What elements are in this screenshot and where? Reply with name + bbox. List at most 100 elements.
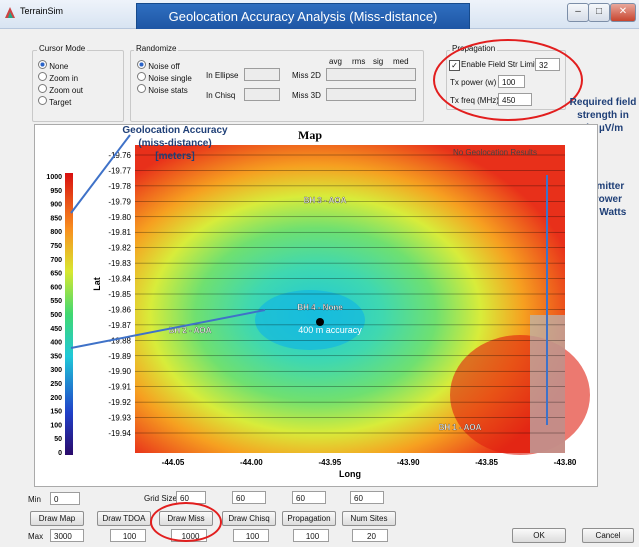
noise-off-radio[interactable]: Noise off: [137, 60, 180, 71]
lat-tick-label: -19.84: [108, 275, 131, 284]
lat-tick-label: -19.80: [108, 213, 131, 222]
cursor-target-radio[interactable]: Target: [38, 96, 71, 107]
draw-tdoa-button[interactable]: Draw TDOA: [97, 511, 151, 526]
miss-3d-label: Miss 3D: [292, 91, 321, 100]
stat-rms-header: rms: [352, 57, 366, 66]
min-input[interactable]: 0: [50, 492, 80, 505]
colorbar-tick-label: 650: [50, 271, 62, 278]
min-label: Min: [28, 495, 41, 504]
map-title: Map: [298, 128, 322, 142]
colorbar-tick-label: 400: [50, 340, 62, 347]
callout-line: strength in: [577, 110, 629, 121]
propagation-value[interactable]: 100: [293, 529, 329, 542]
colorbar-tick-label: 50: [54, 436, 62, 443]
emitter-power-callout: Emitter Power in Watts: [575, 180, 639, 219]
callout-line: Required field: [569, 97, 637, 108]
long-tick-label: -43.90: [397, 458, 420, 467]
radio-dot-icon: [38, 72, 47, 81]
callout-line: (miss-distance): [138, 138, 212, 149]
noise-stats-label: Noise stats: [148, 86, 188, 95]
cursor-target-label: Target: [49, 98, 72, 107]
app-icon: [4, 5, 16, 19]
maximize-button[interactable]: □: [588, 3, 610, 22]
propagation-highlight-ring: [433, 39, 583, 121]
radio-dot-icon: [38, 84, 47, 93]
lat-tick-label: -19.88: [108, 336, 131, 345]
callout-line: Emitter: [589, 181, 625, 192]
lat-tick-label: -19.76: [108, 151, 131, 160]
map-panel[interactable]: -19.76 -19.77 -19.78 -19.79 -19.80 -19.81 -19.…: [34, 124, 598, 487]
max-input[interactable]: 3000: [50, 529, 84, 542]
callout-line: in Watts: [587, 207, 627, 218]
long-tick-label: -44.00: [240, 458, 263, 467]
cursor-zoom-out-label: Zoom out: [49, 86, 84, 95]
colorbar-tick-label: 500: [50, 312, 62, 319]
in-ellipse-field[interactable]: [244, 68, 280, 81]
grid-size-input-4[interactable]: 60: [350, 491, 384, 504]
stat-avg-header: avg: [329, 57, 342, 66]
lat-tick-label: -19.81: [108, 228, 131, 237]
cancel-button[interactable]: Cancel: [582, 528, 634, 543]
colorbar-tick-label: 200: [50, 395, 62, 402]
miss-3d-field[interactable]: [326, 88, 416, 101]
cursor-none-radio[interactable]: None: [38, 60, 68, 71]
lat-tick-label: -19.92: [108, 398, 131, 407]
grid-size-input-3[interactable]: 60: [292, 491, 326, 504]
in-chisq-field[interactable]: [244, 88, 280, 101]
site-label: BH 1 - AOA: [439, 423, 482, 432]
field-strength-callout: Required field strength in dB µV/m: [567, 96, 639, 135]
callout-line: Power: [591, 194, 622, 205]
propagation-button[interactable]: Propagation: [282, 511, 336, 526]
radio-dot-icon: [137, 84, 146, 93]
cursor-zoom-out-radio[interactable]: Zoom out: [38, 84, 83, 95]
draw-miss-highlight-ring: [150, 502, 222, 542]
lat-axis-label: Lat: [92, 277, 102, 291]
map-plot[interactable]: -19.76 -19.77 -19.78 -19.79 -19.80 -19.81 -19.…: [35, 125, 597, 486]
colorbar-tick-label: 150: [50, 409, 62, 416]
lat-tick-label: -19.79: [108, 197, 131, 206]
grid-size-input-2[interactable]: 60: [232, 491, 266, 504]
minimize-button[interactable]: –: [567, 3, 589, 22]
num-sites-value[interactable]: 20: [352, 529, 388, 542]
randomize-title: Randomize: [134, 44, 179, 53]
window-title: TerrainSim: [20, 6, 64, 16]
emitter-marker: [316, 318, 324, 326]
callout-pointer: [70, 309, 266, 349]
radio-dot-icon: [137, 60, 146, 69]
miss-2d-label: Miss 2D: [292, 71, 321, 80]
long-tick-label: -43.80: [554, 458, 577, 467]
chisq-value[interactable]: 100: [233, 529, 269, 542]
colorbar-tick-label: 700: [50, 257, 62, 264]
noise-single-label: Noise single: [148, 74, 192, 83]
site-label: BH 2 - AOA: [169, 326, 212, 335]
radio-dot-icon: [38, 96, 47, 105]
callout-line: [meters]: [155, 151, 195, 162]
grid-sizes-label: Grid Sizes: [144, 494, 181, 503]
colorbar-tick-label: 900: [50, 202, 62, 209]
cursor-zoom-in-label: Zoom in: [49, 74, 79, 83]
noise-single-radio[interactable]: Noise single: [137, 72, 192, 83]
colorbar-tick-label: 100: [50, 422, 62, 429]
lat-tick-label: -19.87: [108, 321, 131, 330]
cursor-zoom-in-radio[interactable]: Zoom in: [38, 72, 78, 83]
num-sites-button[interactable]: Num Sites: [342, 511, 396, 526]
miss-2d-field[interactable]: [326, 68, 416, 81]
noise-stats-radio[interactable]: Noise stats: [137, 84, 188, 95]
colorbar-tick-label: 450: [50, 326, 62, 333]
long-tick-label: -43.85: [475, 458, 498, 467]
colorbar-tick-label: 250: [50, 381, 62, 388]
ok-button[interactable]: OK: [512, 528, 566, 543]
close-button[interactable]: ✕: [610, 3, 636, 22]
cursor-none-label: None: [49, 62, 69, 71]
callout-line: Geolocation Accuracy: [122, 125, 228, 136]
no-results-label: No Geolocation Results: [453, 148, 537, 157]
colorbar: [65, 173, 73, 455]
lat-tick-label: -19.91: [108, 383, 131, 392]
cursor-mode-title: Cursor Mode: [37, 44, 88, 53]
lat-tick-label: -19.82: [108, 244, 131, 253]
site-label: BH 4 - None: [297, 303, 343, 312]
draw-chisq-button[interactable]: Draw Chisq: [222, 511, 276, 526]
tdoa-value[interactable]: 100: [110, 529, 146, 542]
draw-map-button[interactable]: Draw Map: [30, 511, 84, 526]
long-axis-label: Long: [339, 469, 361, 479]
